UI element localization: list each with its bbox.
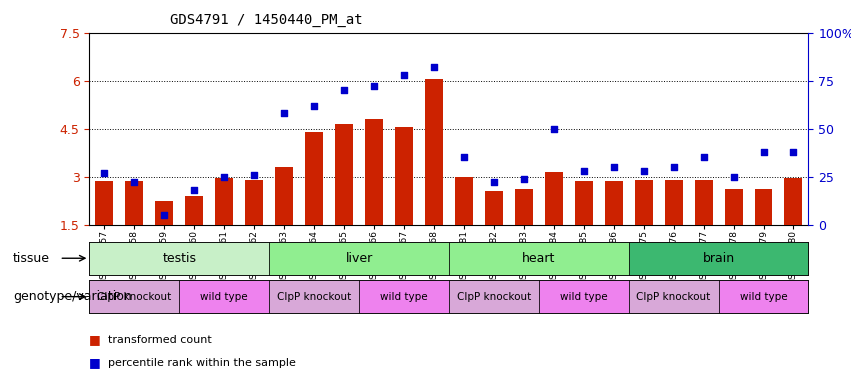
Bar <box>155 201 174 225</box>
Text: wild type: wild type <box>200 291 248 302</box>
Point <box>487 179 500 185</box>
Bar <box>89 280 180 313</box>
Point <box>248 172 261 178</box>
Bar <box>245 180 263 225</box>
Text: ClpP knockout: ClpP knockout <box>97 291 171 302</box>
Text: liver: liver <box>346 252 373 265</box>
Point <box>217 174 231 180</box>
Text: ■: ■ <box>89 333 101 346</box>
Point <box>607 164 620 170</box>
Bar <box>275 167 293 225</box>
Text: percentile rank within the sample: percentile rank within the sample <box>108 358 296 368</box>
Bar <box>455 177 473 225</box>
Bar <box>665 180 683 225</box>
Text: brain: brain <box>703 252 734 265</box>
Bar <box>629 242 808 275</box>
Point <box>307 103 321 109</box>
Bar <box>395 127 413 225</box>
Point <box>637 168 650 174</box>
Bar <box>359 280 448 313</box>
Bar <box>694 180 712 225</box>
Text: wild type: wild type <box>560 291 608 302</box>
Text: tissue: tissue <box>13 252 49 265</box>
Point <box>98 170 111 176</box>
Bar <box>605 182 623 225</box>
Text: GDS4791 / 1450440_PM_at: GDS4791 / 1450440_PM_at <box>170 13 363 27</box>
Bar <box>755 189 773 225</box>
Bar <box>95 182 113 225</box>
Bar <box>215 178 233 225</box>
Bar <box>89 242 269 275</box>
Point <box>577 168 591 174</box>
Point <box>547 126 561 132</box>
Text: wild type: wild type <box>740 291 787 302</box>
Text: genotype/variation: genotype/variation <box>13 290 132 303</box>
Text: ClpP knockout: ClpP knockout <box>457 291 531 302</box>
Bar <box>724 189 743 225</box>
Point <box>337 87 351 93</box>
Point <box>667 164 681 170</box>
Bar <box>629 280 718 313</box>
Bar <box>574 182 592 225</box>
Bar <box>269 280 359 313</box>
Point <box>697 154 711 161</box>
Point <box>277 110 291 116</box>
Point <box>727 174 740 180</box>
Bar <box>425 79 443 225</box>
Point <box>367 83 380 89</box>
Point <box>457 154 471 161</box>
Bar <box>448 280 539 313</box>
Text: heart: heart <box>523 252 556 265</box>
Bar <box>718 280 808 313</box>
Bar <box>186 196 203 225</box>
Bar <box>125 182 143 225</box>
Point <box>128 179 141 185</box>
Bar <box>485 191 503 225</box>
Text: ClpP knockout: ClpP knockout <box>637 291 711 302</box>
Point <box>157 212 171 218</box>
Bar <box>635 180 653 225</box>
Point <box>397 72 411 78</box>
Point <box>427 64 441 70</box>
Bar <box>545 172 563 225</box>
Point <box>187 187 201 193</box>
Bar <box>269 242 448 275</box>
Text: testis: testis <box>163 252 197 265</box>
Text: ■: ■ <box>89 356 101 369</box>
Bar <box>180 280 269 313</box>
Bar <box>448 242 629 275</box>
Bar <box>515 189 533 225</box>
Text: transformed count: transformed count <box>108 335 212 345</box>
Bar <box>365 119 383 225</box>
Text: ClpP knockout: ClpP knockout <box>277 291 351 302</box>
Point <box>757 149 770 155</box>
Bar <box>785 178 802 225</box>
Text: wild type: wild type <box>380 291 428 302</box>
Bar <box>305 132 323 225</box>
Point <box>517 175 531 182</box>
Bar <box>539 280 629 313</box>
Point <box>786 149 800 155</box>
Bar <box>335 124 353 225</box>
